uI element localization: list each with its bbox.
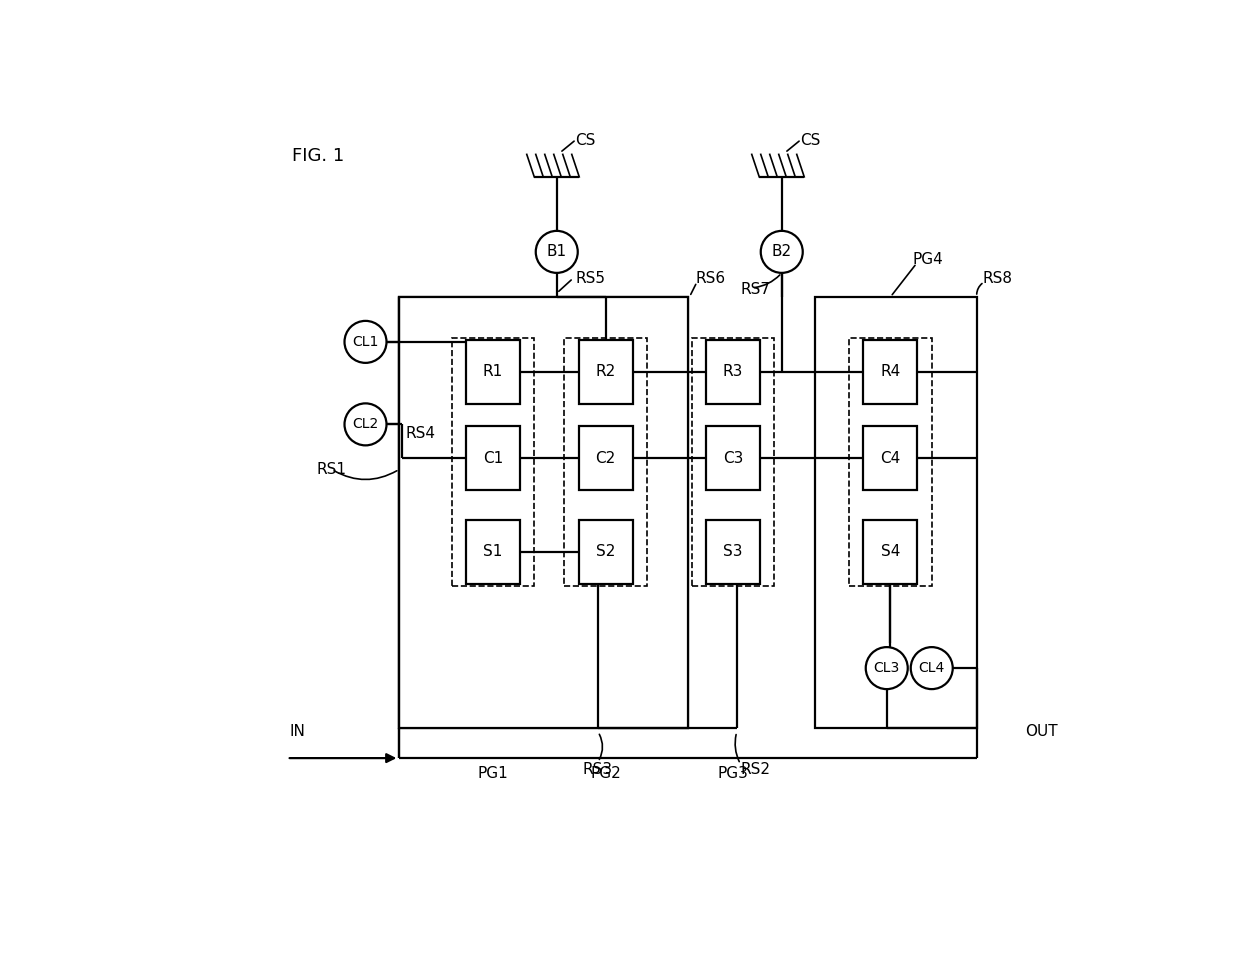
- Text: R2: R2: [595, 364, 615, 380]
- Text: RS5: RS5: [575, 271, 605, 285]
- Text: PG4: PG4: [913, 252, 944, 267]
- Text: FIG. 1: FIG. 1: [291, 147, 345, 165]
- Text: R4: R4: [880, 364, 900, 380]
- Circle shape: [345, 320, 387, 363]
- Bar: [706, 520, 760, 583]
- Text: RS1: RS1: [316, 462, 347, 477]
- Text: CL2: CL2: [352, 418, 378, 431]
- Bar: [863, 340, 918, 404]
- Bar: [863, 427, 918, 490]
- Text: C2: C2: [595, 451, 615, 466]
- Text: PG2: PG2: [590, 766, 621, 780]
- Bar: [849, 338, 931, 585]
- Bar: [706, 427, 760, 490]
- Text: S1: S1: [484, 544, 502, 559]
- Bar: [466, 520, 520, 583]
- Text: B1: B1: [547, 244, 567, 259]
- Text: RS2: RS2: [740, 762, 770, 777]
- Text: C4: C4: [880, 451, 900, 466]
- Text: RS4: RS4: [405, 427, 435, 441]
- Text: IN: IN: [289, 725, 305, 739]
- Bar: [466, 427, 520, 490]
- Text: OUT: OUT: [1025, 725, 1058, 739]
- Text: R3: R3: [723, 364, 743, 380]
- Bar: [863, 520, 918, 583]
- Bar: [706, 340, 760, 404]
- Text: RS7: RS7: [740, 281, 770, 297]
- Bar: [466, 340, 520, 404]
- Text: CS: CS: [575, 133, 596, 148]
- Bar: [579, 340, 632, 404]
- Circle shape: [536, 231, 578, 273]
- Text: RS6: RS6: [696, 271, 725, 285]
- Text: S2: S2: [595, 544, 615, 559]
- Text: B2: B2: [771, 244, 792, 259]
- Text: S3: S3: [723, 544, 743, 559]
- Text: CL4: CL4: [919, 661, 945, 675]
- Bar: [579, 520, 632, 583]
- Text: R1: R1: [482, 364, 503, 380]
- Bar: [399, 297, 688, 729]
- Text: CS: CS: [801, 133, 821, 148]
- Circle shape: [910, 647, 952, 690]
- Bar: [564, 338, 647, 585]
- Bar: [399, 297, 688, 729]
- Text: PG1: PG1: [477, 766, 508, 780]
- Bar: [692, 338, 774, 585]
- Circle shape: [761, 231, 802, 273]
- Circle shape: [345, 403, 387, 445]
- Bar: [451, 338, 534, 585]
- Text: C1: C1: [482, 451, 503, 466]
- Text: CL1: CL1: [352, 335, 378, 349]
- Text: CL3: CL3: [874, 661, 900, 675]
- Text: RS8: RS8: [983, 271, 1013, 285]
- Text: C3: C3: [723, 451, 743, 466]
- Text: RS3: RS3: [583, 762, 613, 777]
- Text: S4: S4: [880, 544, 900, 559]
- Bar: [816, 297, 977, 729]
- Bar: [579, 427, 632, 490]
- Circle shape: [866, 647, 908, 690]
- Text: PG3: PG3: [718, 766, 749, 780]
